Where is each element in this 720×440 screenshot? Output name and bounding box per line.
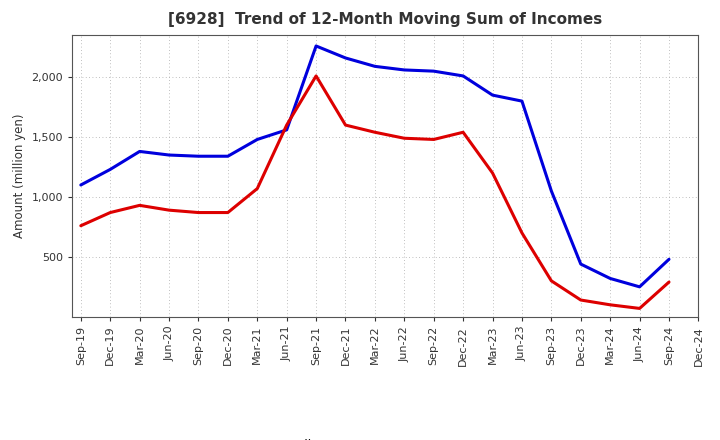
Ordinary Income xyxy=(547,188,556,194)
Ordinary Income xyxy=(488,92,497,98)
Ordinary Income xyxy=(400,67,409,73)
Ordinary Income xyxy=(282,127,291,132)
Net Income xyxy=(253,186,261,191)
Net Income xyxy=(312,73,320,79)
Net Income xyxy=(194,210,203,215)
Line: Ordinary Income: Ordinary Income xyxy=(81,46,669,287)
Net Income xyxy=(547,278,556,283)
Net Income xyxy=(665,279,673,285)
Ordinary Income xyxy=(459,73,467,79)
Net Income xyxy=(76,223,85,228)
Net Income xyxy=(577,297,585,303)
Net Income xyxy=(429,137,438,142)
Net Income xyxy=(518,230,526,235)
Ordinary Income xyxy=(135,149,144,154)
Ordinary Income xyxy=(665,257,673,262)
Ordinary Income xyxy=(106,167,114,172)
Title: [6928]  Trend of 12-Month Moving Sum of Incomes: [6928] Trend of 12-Month Moving Sum of I… xyxy=(168,12,603,27)
Net Income xyxy=(341,122,350,128)
Ordinary Income xyxy=(165,152,174,158)
Ordinary Income xyxy=(253,137,261,142)
Ordinary Income xyxy=(518,99,526,104)
Ordinary Income xyxy=(429,69,438,74)
Net Income xyxy=(371,130,379,135)
Net Income xyxy=(459,130,467,135)
Net Income xyxy=(165,208,174,213)
Ordinary Income xyxy=(577,261,585,267)
Net Income xyxy=(606,302,614,308)
Ordinary Income xyxy=(312,44,320,49)
Y-axis label: Amount (million yen): Amount (million yen) xyxy=(13,114,26,238)
Net Income xyxy=(106,210,114,215)
Net Income xyxy=(135,203,144,208)
Ordinary Income xyxy=(194,154,203,159)
Net Income xyxy=(282,122,291,128)
Net Income xyxy=(223,210,232,215)
Ordinary Income xyxy=(606,276,614,281)
Ordinary Income xyxy=(371,64,379,69)
Ordinary Income xyxy=(341,55,350,61)
Line: Net Income: Net Income xyxy=(81,76,669,308)
Net Income xyxy=(400,136,409,141)
Net Income xyxy=(488,170,497,176)
Ordinary Income xyxy=(76,182,85,187)
Ordinary Income xyxy=(223,154,232,159)
Legend: Ordinary Income, Net Income: Ordinary Income, Net Income xyxy=(238,434,532,440)
Net Income xyxy=(635,306,644,311)
Ordinary Income xyxy=(635,284,644,290)
